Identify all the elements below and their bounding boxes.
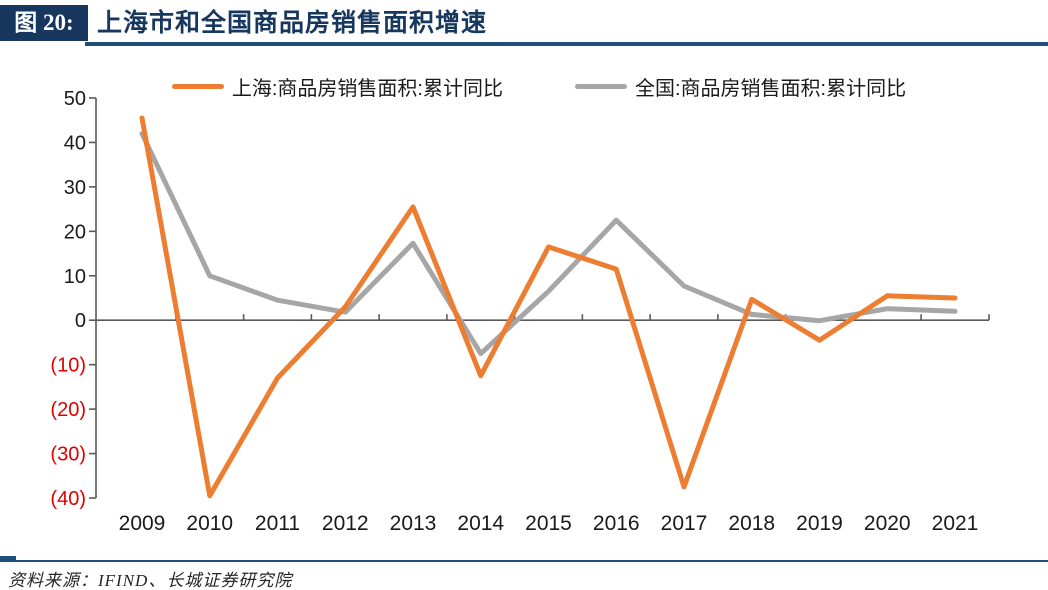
figure-number-badge: 图 20: (0, 5, 88, 41)
chart-legend: 上海:商品房销售面积:累计同比 全国:商品房销售面积:累计同比 (0, 72, 1048, 101)
y-axis-label: 50 (64, 88, 86, 110)
x-axis-label: 2012 (322, 512, 369, 535)
x-axis-label: 2021 (932, 512, 979, 535)
y-axis-label: (10) (50, 355, 86, 377)
x-axis-label: 2020 (864, 512, 911, 535)
figure-header: 图 20: 上海市和全国商品房销售面积增速 (0, 0, 1048, 47)
y-axis-label: (40) (50, 488, 86, 510)
y-axis-label: 0 (75, 310, 86, 332)
figure-title: 上海市和全国商品房销售面积增速 (97, 10, 488, 37)
national-line-swatch (575, 84, 627, 89)
y-axis-label: 20 (64, 221, 86, 243)
legend-item-national: 全国:商品房销售面积:累计同比 (575, 72, 906, 101)
legend-item-shanghai: 上海:商品房销售面积:累计同比 (171, 72, 503, 101)
x-axis-label: 2019 (796, 512, 843, 535)
series-line-shanghai (139, 115, 958, 499)
x-axis-label: 2015 (525, 512, 572, 535)
x-axis-label: 2009 (119, 512, 166, 535)
x-axis-label: 2017 (661, 512, 708, 535)
y-axis-label: 10 (64, 266, 86, 288)
series-line-national (139, 131, 958, 357)
footer-rule (0, 560, 1048, 562)
y-axis-label: 30 (64, 177, 86, 199)
x-axis-label: 2016 (593, 512, 640, 535)
y-axis-label: 40 (64, 132, 86, 154)
source-text: 资料来源：IFIND、长城证券研究院 (8, 571, 293, 590)
title-underline-rule (85, 42, 1048, 46)
x-axis-label: 2014 (457, 512, 504, 535)
x-axis-label: 2018 (728, 512, 775, 535)
x-axis-label: 2013 (390, 512, 437, 535)
x-axis-label: 2010 (186, 512, 233, 535)
x-axis-label: 2011 (255, 512, 300, 535)
legend-label-shanghai: 上海:商品房销售面积:累计同比 (231, 78, 503, 100)
footer-rule-accent (0, 556, 16, 560)
shanghai-line-swatch (171, 84, 224, 89)
y-axis-label: (30) (50, 444, 86, 466)
legend-label-national: 全国:商品房销售面积:累计同比 (635, 78, 907, 100)
y-axis-label: (20) (50, 399, 86, 421)
